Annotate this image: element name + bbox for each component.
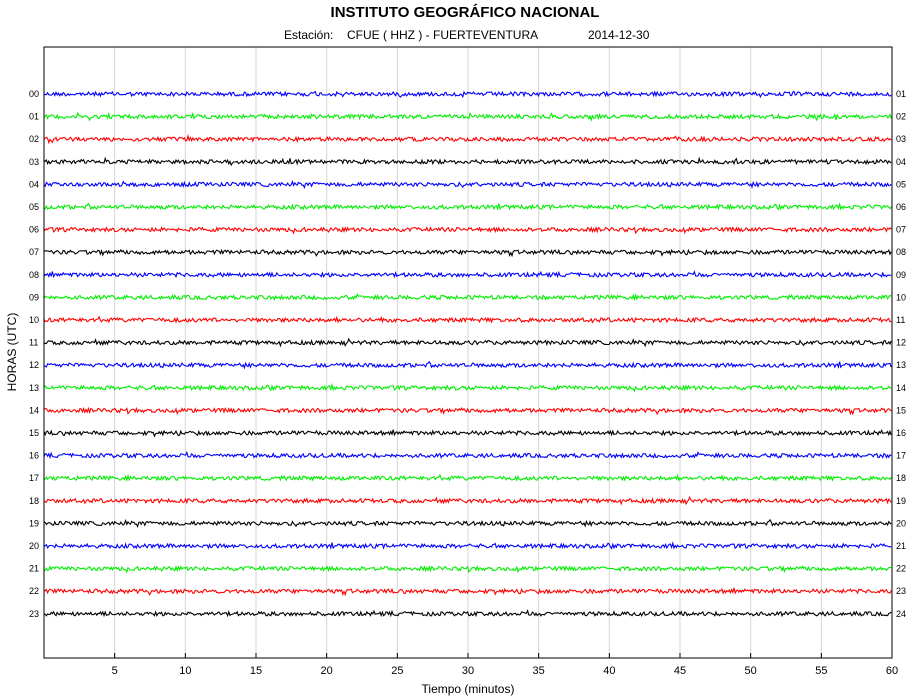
- x-tick-label: 40: [603, 665, 615, 677]
- hour-label-right: 24: [896, 609, 906, 619]
- x-tick-label: 30: [462, 665, 474, 677]
- hour-label-right: 06: [896, 202, 906, 212]
- x-axis-label: Tiempo (minutos): [422, 682, 515, 696]
- trace-hour-17: [43, 473, 892, 483]
- hour-label-right: 12: [896, 338, 906, 348]
- hour-label-right: 23: [896, 586, 906, 596]
- hour-label-left: 14: [29, 405, 39, 415]
- hour-label-right: 03: [896, 134, 906, 144]
- hour-label-right: 18: [896, 473, 906, 483]
- hour-label-right: 22: [896, 564, 906, 574]
- hour-label-right: 20: [896, 518, 906, 528]
- hour-label-left: 05: [29, 202, 39, 212]
- hour-label-right: 04: [896, 157, 906, 167]
- x-tick-label: 50: [745, 665, 757, 677]
- trace-hour-04: [43, 179, 892, 189]
- trace-hour-23: [43, 609, 892, 618]
- hour-label-right: 07: [896, 225, 906, 235]
- hour-label-left: 15: [29, 428, 39, 438]
- hour-label-left: 16: [29, 451, 39, 461]
- hour-label-left: 00: [29, 89, 39, 99]
- trace-hour-11: [43, 337, 892, 348]
- hour-label-left: 11: [29, 338, 38, 348]
- trace-hour-10: [43, 315, 892, 324]
- trace-hour-01: [43, 111, 892, 122]
- trace-hour-22: [43, 587, 892, 597]
- hour-label-right: 21: [896, 541, 906, 551]
- trace-hour-16: [43, 450, 892, 460]
- hour-label-left: 23: [29, 609, 39, 619]
- trace-hour-02: [43, 133, 892, 145]
- x-tick-label: 20: [321, 665, 333, 677]
- hour-label-left: 03: [29, 157, 39, 167]
- hour-label-left: 02: [29, 134, 39, 144]
- trace-hour-15: [43, 429, 892, 438]
- chart-subtitle-station-label: Estación:: [284, 28, 333, 42]
- trace-hour-19: [43, 518, 892, 528]
- trace-hour-14: [43, 406, 892, 416]
- x-tick-label: 5: [112, 665, 118, 677]
- x-tick-label: 35: [533, 665, 545, 677]
- trace-hour-12: [43, 360, 892, 370]
- hour-label-left: 08: [29, 270, 39, 280]
- trace-hour-00: [43, 90, 892, 99]
- x-tick-label: 25: [391, 665, 403, 677]
- hour-label-left: 18: [29, 496, 39, 506]
- hour-label-right: 05: [896, 179, 906, 189]
- hour-label-left: 20: [29, 541, 39, 551]
- hour-labels: 00 01 01 02 02 03 03 04 04 05 05 06 06 07 07 08 08 09 09 10…: [29, 89, 906, 619]
- trace-hour-21: [43, 564, 892, 574]
- y-axis-label: HORAS (UTC): [5, 313, 19, 392]
- hour-label-right: 09: [896, 270, 906, 280]
- hour-label-right: 13: [896, 360, 906, 370]
- trace-hour-08: [43, 270, 892, 279]
- hour-label-left: 22: [29, 586, 39, 596]
- hour-label-left: 04: [29, 179, 39, 189]
- trace-hour-05: [43, 202, 892, 211]
- x-tick-label: 15: [250, 665, 262, 677]
- x-axis-ticks: 5 10 15 20 25 30 35 40 45 50 55 60: [112, 653, 898, 677]
- hour-label-left: 07: [29, 247, 39, 257]
- hour-label-right: 02: [896, 112, 906, 122]
- chart-title: INSTITUTO GEOGRÁFICO NACIONAL: [331, 4, 600, 21]
- hour-label-right: 10: [896, 292, 906, 302]
- x-tick-label: 55: [815, 665, 827, 677]
- hour-label-left: 13: [29, 383, 39, 393]
- x-tick-label: 45: [674, 665, 686, 677]
- chart-subtitle-station: CFUE ( HHZ ) - FUERTEVENTURA: [347, 28, 538, 42]
- trace-hour-20: [43, 541, 892, 550]
- trace-hour-13: [43, 382, 892, 393]
- trace-hour-09: [43, 292, 892, 302]
- hour-label-left: 09: [29, 292, 39, 302]
- trace-hour-07: [43, 248, 892, 258]
- hour-label-right: 14: [896, 383, 906, 393]
- hour-label-right: 16: [896, 428, 906, 438]
- chart-subtitle-date: 2014-12-30: [588, 28, 650, 42]
- hour-label-right: 19: [896, 496, 906, 506]
- vertical-grid: [114, 47, 822, 658]
- traces-group: [43, 90, 892, 618]
- trace-hour-18: [43, 496, 892, 506]
- trace-hour-06: [43, 225, 892, 235]
- hour-label-right: 17: [896, 451, 906, 461]
- hour-label-left: 10: [29, 315, 39, 325]
- hour-label-left: 21: [29, 564, 39, 574]
- trace-hour-03: [43, 156, 892, 167]
- x-tick-label: 60: [886, 665, 898, 677]
- hour-label-left: 17: [29, 473, 39, 483]
- hour-label-right: 15: [896, 405, 906, 415]
- hour-label-left: 01: [29, 112, 39, 122]
- hour-label-left: 12: [29, 360, 39, 370]
- hour-label-left: 06: [29, 225, 39, 235]
- hour-label-right: 08: [896, 247, 906, 257]
- hour-label-right: 11: [896, 315, 905, 325]
- hour-label-right: 01: [896, 89, 906, 99]
- hour-label-left: 19: [29, 518, 39, 528]
- x-tick-label: 10: [179, 665, 191, 677]
